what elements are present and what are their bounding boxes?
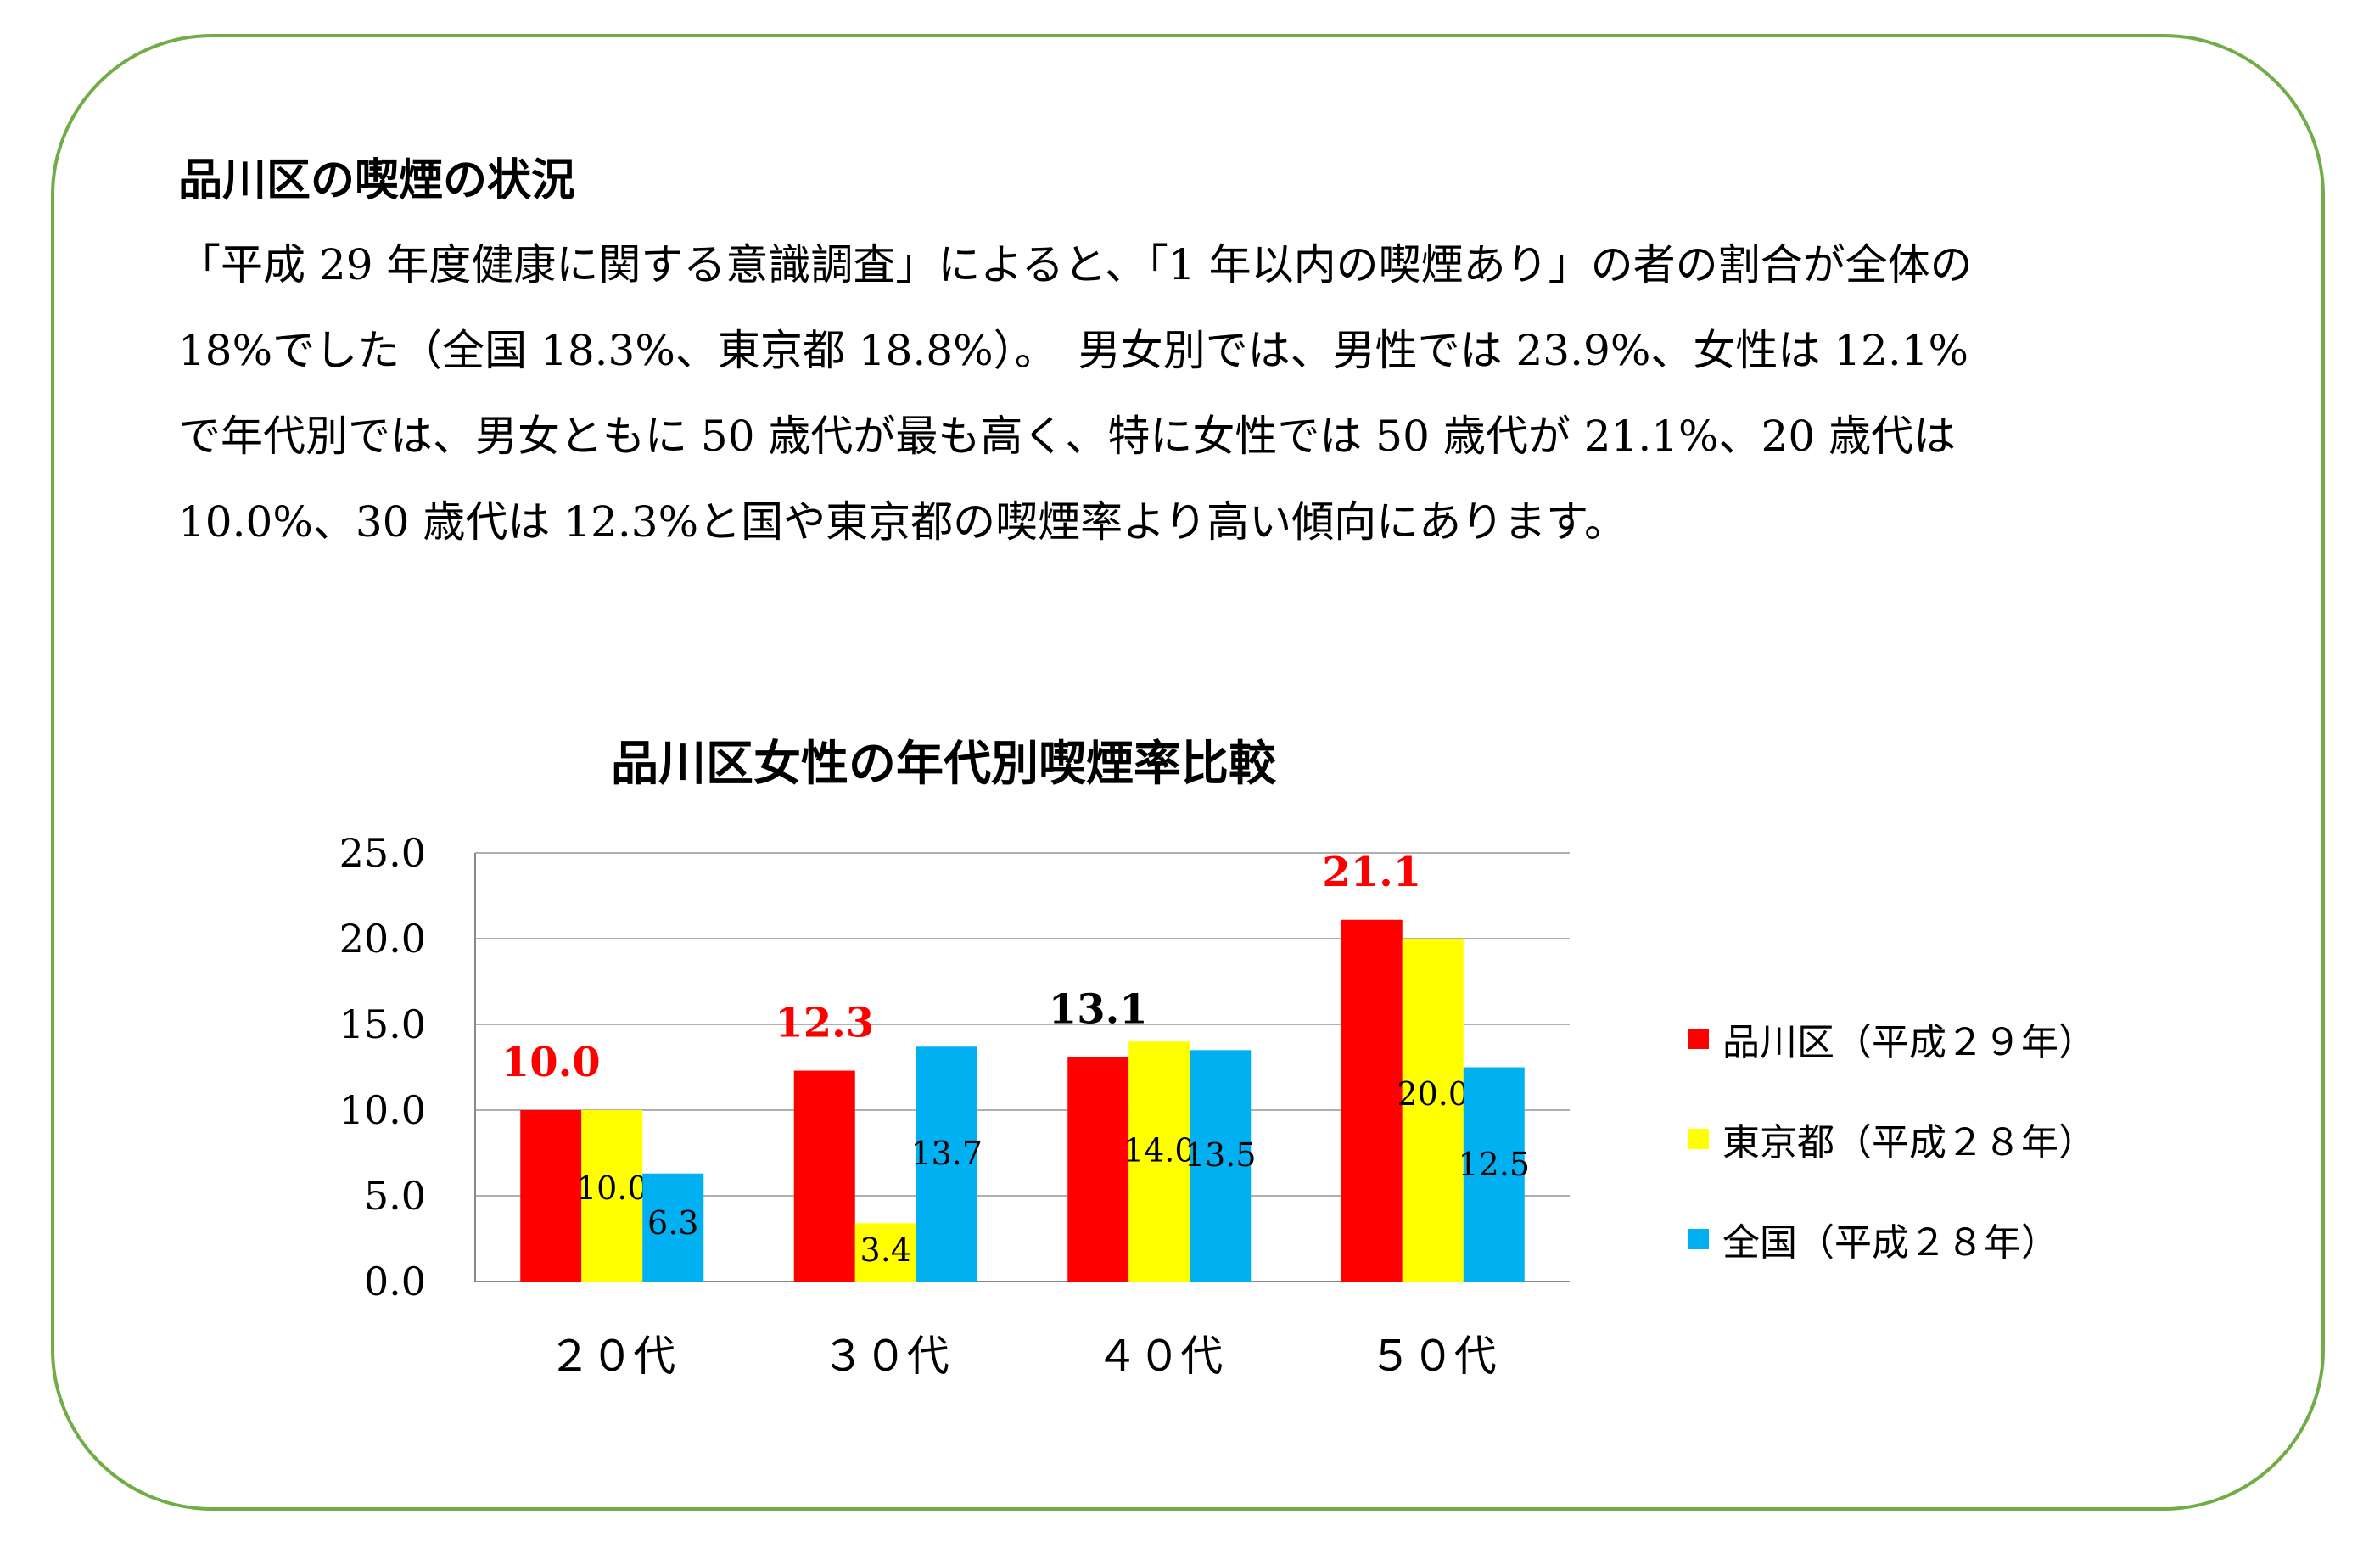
- y-tick-label: 5.0: [364, 1173, 426, 1219]
- data-label: 21.1: [1322, 849, 1421, 896]
- bar: [1128, 1041, 1190, 1282]
- legend-label: 東京都（平成２８年）: [1722, 1121, 2096, 1164]
- bar: [854, 1223, 916, 1282]
- bar: [916, 1046, 977, 1282]
- x-tick-label: ４０代: [1095, 1332, 1223, 1381]
- legend-item-tokyo: 東京都（平成２８年）: [1688, 1089, 2096, 1189]
- legend-swatch: [1688, 1029, 1709, 1049]
- chart-legend: 品川区（平成２９年） 東京都（平成２８年） 全国（平成２８年）: [1688, 989, 2096, 1289]
- bar: [1067, 1057, 1129, 1282]
- summary-paragraph: 「平成 29 年度健康に関する意識調査」によると、「1 年以内の喫煙あり」の者の…: [178, 222, 2257, 565]
- data-label: 13.5: [1184, 1136, 1257, 1174]
- y-tick-label: 0.0: [364, 1259, 426, 1304]
- legend-label: 品川区（平成２９年）: [1722, 1021, 2096, 1064]
- data-label: 10.0: [501, 1039, 601, 1086]
- bar: [581, 1110, 643, 1282]
- data-label: 13.7: [910, 1135, 983, 1172]
- y-tick-label: 25.0: [339, 830, 426, 876]
- y-tick-label: 20.0: [339, 916, 426, 962]
- x-tick-label: ３０代: [822, 1332, 949, 1381]
- data-label: 20.0: [1397, 1075, 1469, 1113]
- legend-item-shinagawa: 品川区（平成２９年）: [1688, 989, 2096, 1089]
- legend-item-national: 全国（平成２８年）: [1688, 1189, 2096, 1289]
- paragraph-line: 18%でした（全国 18.3%、東京都 18.8%）。 男女別では、男性では 2…: [178, 326, 1969, 375]
- bar: [1190, 1050, 1252, 1282]
- bar: [1402, 939, 1464, 1282]
- x-tick-label: ５０代: [1369, 1332, 1497, 1381]
- bar: [793, 1070, 855, 1282]
- paragraph-line: 「平成 29 年度健康に関する意識調査」によると、「1 年以内の喫煙あり」の者の…: [178, 240, 1973, 289]
- content-frame: [51, 34, 2325, 1511]
- legend-swatch: [1688, 1129, 1709, 1149]
- data-label: 13.1: [1049, 985, 1148, 1033]
- paragraph-line: で年代別では、男女ともに 50 歳代が最も高く、特に女性では 50 歳代が 21…: [178, 412, 1957, 461]
- data-label: 3.4: [860, 1231, 911, 1269]
- data-label: 12.5: [1458, 1146, 1530, 1183]
- chart-title: 品川区女性の年代別喫煙率比較: [611, 736, 1276, 792]
- paragraph-line: 10.0%、30 歳代は 12.3%と国や東京都の喫煙率より高い傾向にあります。: [178, 497, 1627, 547]
- section-heading: 品川区の喫煙の状況: [178, 154, 576, 206]
- bar: [520, 1110, 582, 1282]
- legend-swatch: [1688, 1229, 1709, 1249]
- data-label: 6.3: [647, 1204, 698, 1242]
- data-label: 12.3: [775, 1000, 874, 1047]
- x-tick-label: ２０代: [548, 1332, 675, 1381]
- bar: [1463, 1067, 1525, 1282]
- data-label: 14.0: [1123, 1131, 1196, 1169]
- y-tick-label: 10.0: [339, 1087, 426, 1133]
- y-tick-label: 15.0: [339, 1001, 426, 1047]
- legend-label: 全国（平成２８年）: [1722, 1221, 2058, 1265]
- bar: [1341, 919, 1403, 1282]
- data-label: 10.0: [576, 1169, 648, 1207]
- bar: [642, 1173, 704, 1282]
